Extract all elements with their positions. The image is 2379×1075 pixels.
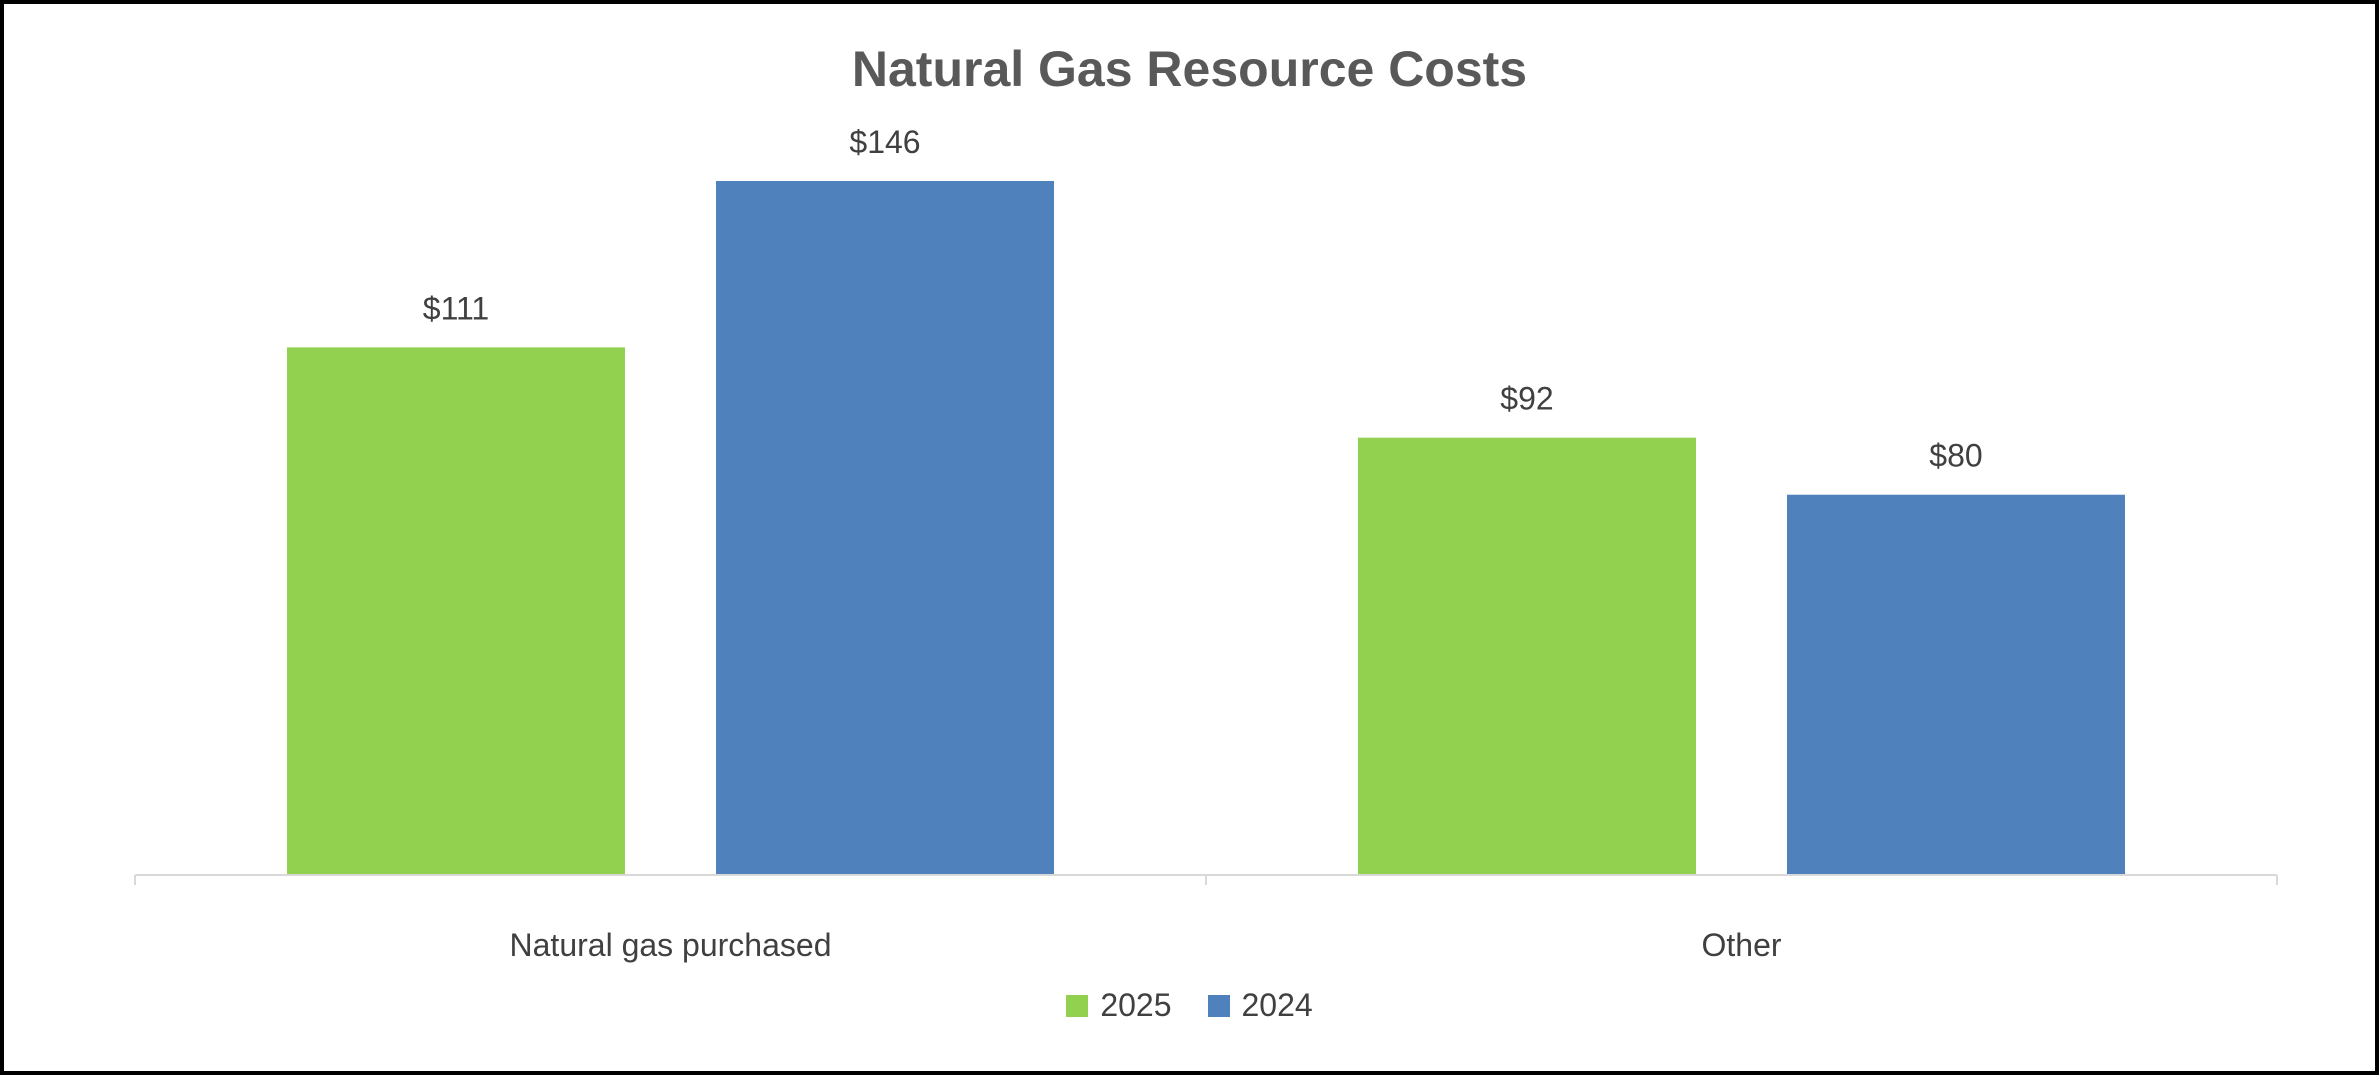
legend-item-2024: 2024	[1207, 987, 1313, 1024]
data-label-2024-0: $146	[849, 124, 920, 160]
data-label-2024-1: $80	[1929, 438, 1982, 474]
bar-2025-0	[287, 347, 625, 875]
chart-title: Natural Gas Resource Costs	[851, 41, 1528, 97]
data-label-2025-0: $111	[423, 290, 489, 326]
x-tick-label-0: Natural gas purchased	[510, 927, 832, 963]
legend-label-2025: 2025	[1100, 987, 1172, 1023]
legend-label-2024: 2024	[1241, 987, 1313, 1023]
data-label-2025-1: $92	[1500, 381, 1553, 417]
bar-2025-1	[1358, 437, 1696, 875]
bar-2024-1	[1787, 494, 2125, 875]
legend-swatch-2025	[1066, 994, 1089, 1017]
legend-item-2025: 2025	[1066, 987, 1172, 1024]
legend-swatch-2024	[1207, 994, 1230, 1017]
bar-2024-0	[716, 181, 1054, 875]
chart-legend: 2025 2024	[0, 987, 2379, 1024]
x-tick-label-1: Other	[1701, 927, 1781, 963]
